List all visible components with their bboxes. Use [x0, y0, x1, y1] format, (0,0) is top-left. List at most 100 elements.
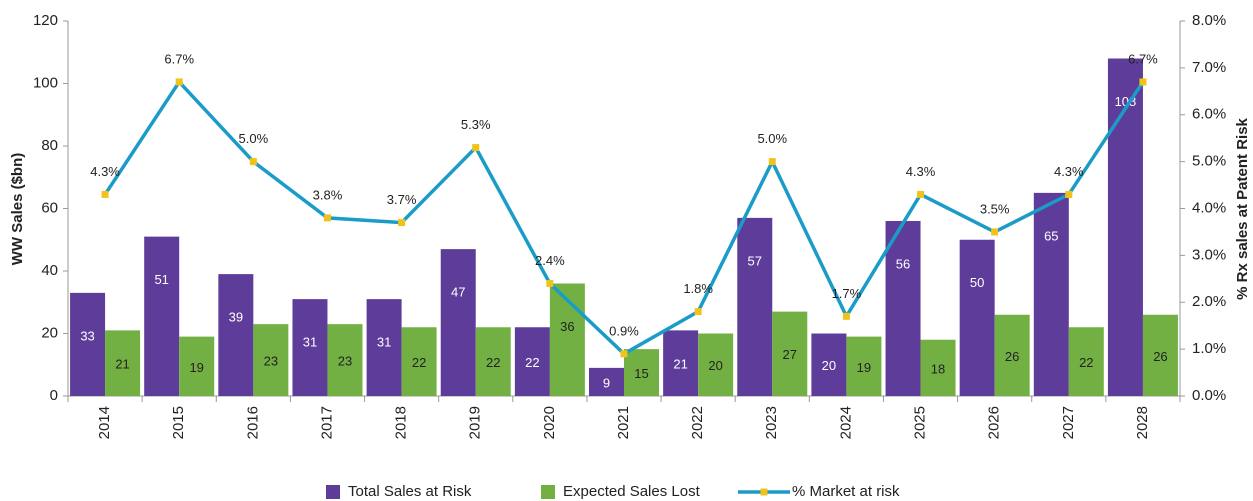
line-value-label: 4.3% [906, 164, 936, 179]
bar [218, 274, 254, 396]
line-marker [398, 219, 406, 227]
bar-value-label: 9 [603, 375, 610, 390]
x-tick-label: 2027 [1060, 406, 1077, 439]
x-tick-label: 2014 [96, 406, 113, 439]
y-tick-label: 0 [50, 387, 58, 404]
y-tick-label: 100 [33, 74, 58, 91]
bar [1107, 58, 1143, 396]
bar-value-label: 21 [115, 357, 129, 372]
line-marker [175, 78, 183, 86]
bar [1033, 192, 1069, 396]
line-marker [546, 280, 554, 287]
legend-marker [760, 488, 768, 496]
bar-value-label: 20 [822, 358, 836, 373]
bar [885, 221, 921, 396]
line-marker [472, 144, 480, 152]
y-tick-label: 80 [41, 137, 58, 154]
bar-value-label: 26 [1005, 349, 1019, 364]
bar-value-label: 36 [560, 319, 574, 334]
bar [663, 330, 699, 396]
line-value-label: 1.7% [832, 286, 862, 301]
y2-tick-label: 3.0% [1192, 246, 1226, 263]
x-tick-label: 2017 [318, 406, 335, 439]
x-tick-label: 2026 [986, 406, 1003, 439]
bar [70, 292, 106, 396]
bar-value-label: 23 [338, 354, 352, 369]
bar-value-label: 20 [708, 358, 722, 373]
line-marker [620, 350, 628, 358]
x-tick-label: 2022 [689, 406, 706, 439]
line-value-label: 5.0% [757, 131, 787, 146]
y-axis-title: WW Sales ($bn) [9, 153, 26, 266]
bar [475, 327, 511, 396]
line-value-label: 4.3% [90, 164, 120, 179]
bar-value-label: 39 [229, 310, 243, 325]
bar-value-label: 19 [189, 360, 203, 375]
bar-value-label: 22 [1079, 355, 1093, 370]
line-value-label: 3.8% [313, 187, 343, 202]
y2-tick-label: 2.0% [1192, 293, 1226, 310]
line-marker [101, 190, 109, 198]
bar [698, 333, 734, 396]
bar [1068, 327, 1104, 396]
line-value-label: 2.4% [535, 253, 565, 268]
bar [440, 249, 476, 396]
x-tick-label: 2024 [837, 406, 854, 439]
bar [401, 327, 437, 396]
bar-value-label: 65 [1044, 228, 1058, 243]
legend-label: Total Sales at Risk [348, 483, 472, 500]
bar [327, 324, 363, 396]
x-tick-label: 2016 [244, 406, 261, 439]
bar-value-label: 56 [896, 256, 910, 271]
bar-value-label: 23 [264, 354, 278, 369]
bar-value-label: 31 [303, 335, 317, 350]
bar-value-label: 21 [673, 357, 687, 372]
legend-label: Expected Sales Lost [563, 483, 701, 500]
line-marker [842, 312, 850, 320]
y-tick-label: 120 [33, 12, 58, 29]
line-value-label: 6.7% [164, 51, 194, 66]
bar-value-label: 50 [970, 275, 984, 290]
line-marker [249, 158, 257, 166]
bar-value-label: 27 [783, 347, 797, 362]
bar [105, 330, 141, 396]
x-tick-label: 2028 [1134, 406, 1151, 439]
bar-value-label: 26 [1153, 349, 1167, 364]
bar [1142, 314, 1178, 396]
bar [514, 327, 550, 396]
bar [846, 336, 882, 396]
x-tick-label: 2025 [912, 406, 929, 439]
y-tick-label: 40 [41, 262, 58, 279]
x-tick-label: 2021 [615, 406, 632, 439]
x-tick-label: 2023 [763, 406, 780, 439]
y2-tick-label: 0.0% [1192, 387, 1226, 404]
line-marker [1139, 78, 1147, 86]
x-tick-label: 2019 [467, 406, 484, 439]
x-tick-label: 2015 [170, 406, 187, 439]
y-tick-label: 20 [41, 324, 58, 341]
line-marker [917, 190, 925, 198]
line-value-label: 0.9% [609, 323, 639, 338]
y2-tick-label: 7.0% [1192, 59, 1226, 76]
y2-tick-label: 4.0% [1192, 199, 1226, 216]
bar [959, 239, 995, 396]
line-value-label: 1.8% [683, 281, 713, 296]
bar [624, 349, 659, 396]
bar [994, 314, 1030, 396]
legend-swatch [326, 485, 340, 499]
line-value-label: 6.7% [1128, 51, 1158, 66]
bar [144, 236, 180, 396]
bar-value-label: 22 [486, 355, 500, 370]
line-marker [694, 308, 702, 316]
bar-value-label: 15 [634, 366, 648, 381]
bar-value-label: 19 [857, 360, 871, 375]
bar-value-label: 47 [451, 285, 465, 300]
bar [292, 299, 328, 396]
line-marker [991, 228, 999, 236]
bar-value-label: 22 [525, 355, 539, 370]
bar [772, 311, 808, 396]
x-tick-label: 2018 [393, 406, 410, 439]
line-value-label: 4.3% [1054, 164, 1084, 179]
legend-swatch [541, 485, 555, 499]
